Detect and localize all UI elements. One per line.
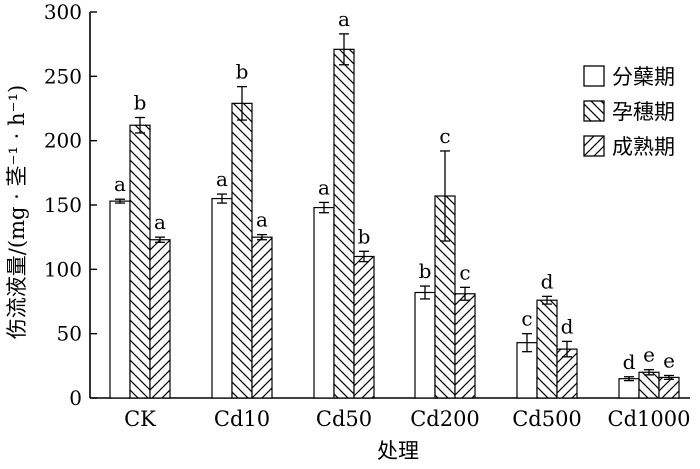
significance-label: b [419, 259, 432, 283]
bar [231, 102, 253, 399]
bar [618, 378, 640, 399]
significance-label: e [663, 348, 675, 372]
axes: 0 50 100 150 200 250 300 CK Cd10 Cd50 Cd200 Cd500 Cd… [44, 0, 691, 431]
significance-label: b [236, 60, 249, 84]
significance-label: a [338, 7, 350, 31]
y-tick-label: 0 [69, 386, 82, 410]
significance-label: e [643, 343, 655, 367]
bar [638, 371, 660, 399]
x-axis-title: 处理 [377, 439, 419, 463]
bar [211, 197, 233, 399]
legend-swatch [583, 135, 605, 157]
significance-label: b [134, 91, 147, 115]
x-tick-label: Cd50 [316, 407, 372, 431]
significance-label: b [358, 224, 371, 248]
x-tick-label: Cd10 [214, 407, 270, 431]
bar [658, 376, 680, 399]
legend-label: 成熟期 [612, 135, 675, 159]
y-tick-label: 50 [57, 322, 82, 346]
y-tick-label: 200 [44, 129, 82, 153]
legend-label: 孕穗期 [612, 100, 675, 124]
bar [536, 299, 558, 399]
legend-label: 分蘖期 [612, 65, 675, 89]
bar [129, 124, 151, 399]
y-tick-label: 300 [44, 0, 82, 24]
bar [149, 239, 171, 399]
significance-label: c [439, 124, 450, 148]
y-tick-label: 250 [44, 64, 82, 88]
significance-label: d [623, 350, 636, 374]
bar [353, 255, 375, 399]
bar [251, 236, 273, 399]
significance-label: d [561, 314, 574, 338]
significance-label: c [521, 307, 532, 331]
x-tick-label: CK [124, 407, 156, 431]
significance-label: a [256, 208, 268, 232]
y-axis-title: 伤流液量/(mg · 茎⁻¹ · h⁻¹) [5, 85, 29, 339]
y-tick-label: 100 [44, 257, 82, 281]
bar [313, 206, 335, 399]
significance-label: a [114, 172, 126, 196]
significance-label: a [154, 210, 166, 234]
y-tick-label: 150 [44, 193, 82, 217]
x-tick-label: Cd200 [410, 407, 480, 431]
significance-label: a [318, 175, 330, 199]
x-tick-label: Cd1000 [608, 407, 691, 431]
bar [454, 293, 476, 399]
bar [333, 48, 355, 399]
legend-swatch [583, 65, 605, 87]
bar [109, 200, 131, 399]
significance-label: d [541, 269, 554, 293]
x-tick-label: Cd500 [512, 407, 582, 431]
significance-label: a [216, 167, 228, 191]
bar [414, 291, 436, 399]
legend-swatch [583, 100, 605, 122]
significance-label: c [459, 260, 470, 284]
